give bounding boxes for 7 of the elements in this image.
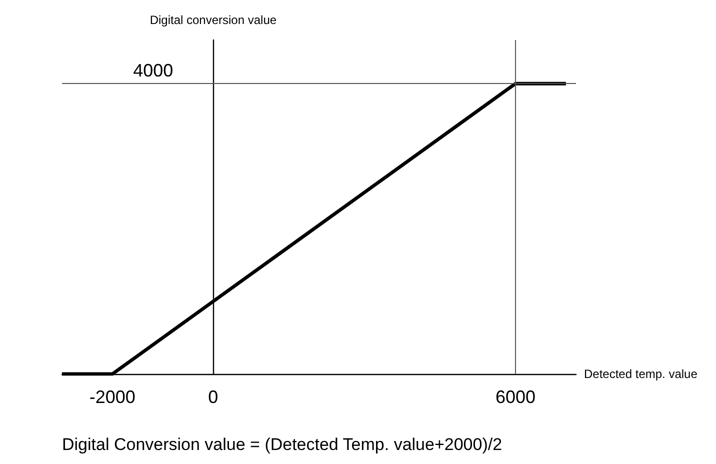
x-tick-label: 0 (208, 387, 218, 407)
y-axis-title: Digital conversion value (150, 13, 277, 27)
x-axis-title: Detected temp. value (584, 367, 698, 381)
x-tick-label: -2000 (89, 387, 136, 407)
text: Digital Conversion value = (Detected Temp. value+2000)/2 (62, 435, 502, 454)
x-tick-label: 6000 (496, 387, 536, 407)
annotation: 4000 (133, 60, 174, 81)
